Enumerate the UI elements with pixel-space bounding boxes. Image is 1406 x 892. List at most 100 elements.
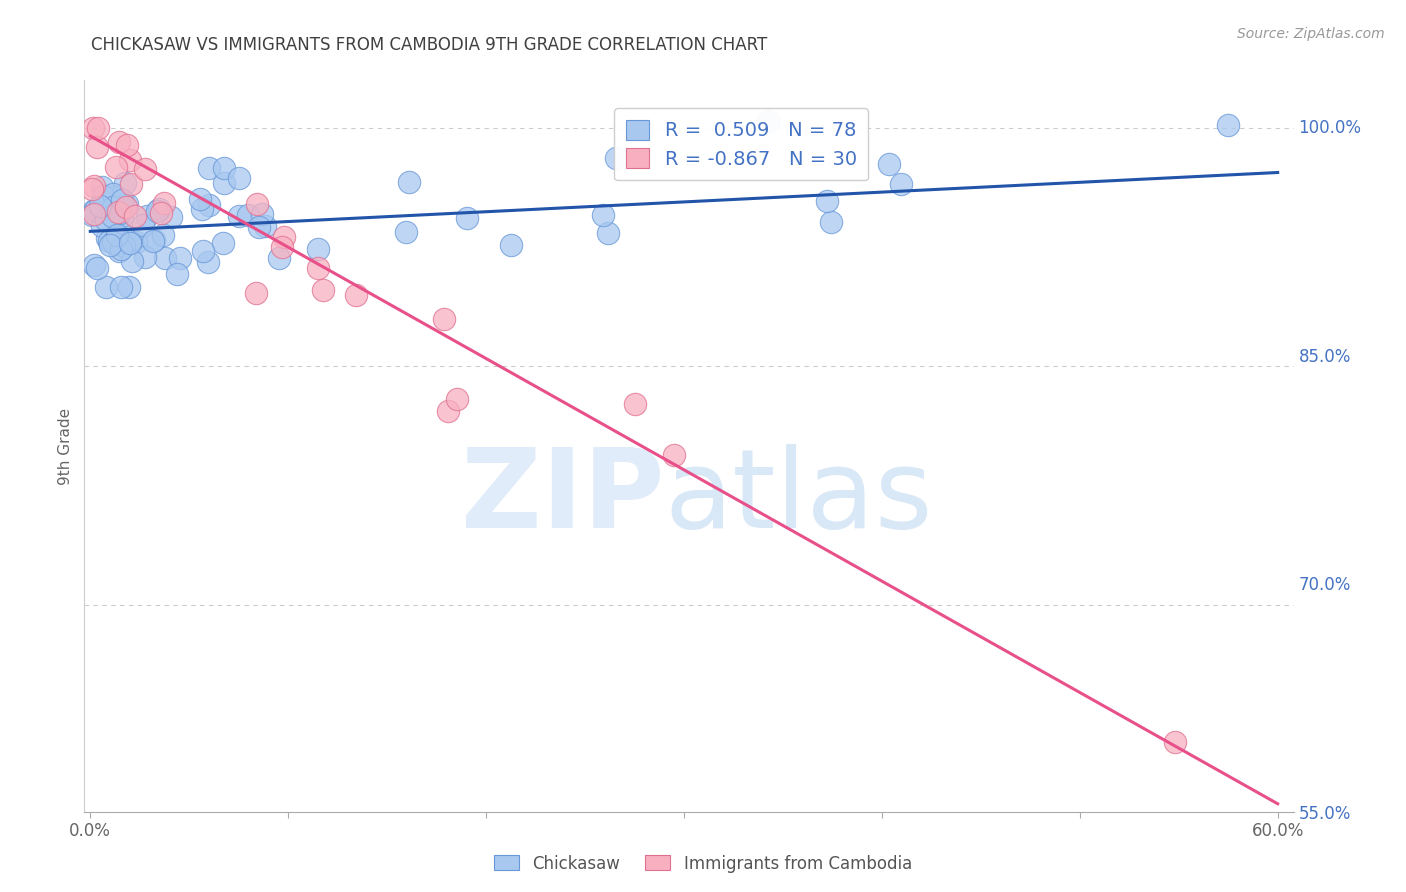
Point [108, 223, 131, 237]
Point [103, 190, 125, 204]
Point [312, 284, 335, 298]
Point [110, 280, 132, 294]
Point [169, 251, 191, 265]
Point [191, 202, 214, 217]
Point [103, 235, 125, 249]
Point [124, 209, 146, 223]
Point [114, 200, 136, 214]
Point [228, 209, 250, 223]
Point [198, 198, 221, 212]
Point [87, 120, 110, 135]
Point [101, 210, 124, 224]
Point [132, 218, 155, 232]
Point [114, 176, 136, 190]
Point [433, 312, 456, 326]
Point [153, 251, 176, 265]
Point [160, 211, 183, 225]
Point [228, 170, 250, 185]
Point [94, 280, 117, 294]
Point [80, 182, 103, 196]
Point [83, 207, 105, 221]
Point [253, 219, 276, 233]
Point [121, 254, 143, 268]
Point [146, 204, 169, 219]
Point [756, 113, 779, 128]
Point [815, 194, 838, 209]
Point [96, 212, 118, 227]
Point [108, 206, 131, 220]
Point [890, 177, 912, 191]
Point [605, 151, 627, 165]
Point [437, 404, 460, 418]
Point [100, 237, 122, 252]
Point [190, 192, 212, 206]
Point [212, 161, 235, 175]
Point [238, 208, 260, 222]
Point [820, 215, 842, 229]
Point [105, 160, 128, 174]
Point [105, 227, 128, 242]
Point [307, 242, 329, 256]
Point [91, 188, 114, 202]
Point [118, 153, 141, 168]
Point [96, 231, 118, 245]
Point [212, 177, 235, 191]
Text: CHICKASAW VS IMMIGRANTS FROM CAMBODIA 9TH GRADE CORRELATION CHART: CHICKASAW VS IMMIGRANTS FROM CAMBODIA 9T… [91, 36, 768, 54]
Point [148, 202, 170, 216]
Point [1218, 118, 1240, 132]
Point [115, 138, 138, 153]
Point [211, 236, 233, 251]
Point [83, 179, 105, 194]
Point [107, 204, 129, 219]
Point [120, 178, 142, 192]
Point [108, 135, 131, 149]
Point [91, 179, 114, 194]
Point [456, 211, 478, 226]
Point [125, 235, 148, 249]
Point [97, 234, 120, 248]
Point [307, 261, 329, 276]
Point [89, 199, 111, 213]
Point [118, 234, 141, 248]
Text: ZIP: ZIP [461, 443, 665, 550]
Point [115, 196, 138, 211]
Point [120, 235, 142, 250]
Point [86, 140, 108, 154]
Point [142, 234, 165, 248]
Point [83, 203, 105, 218]
Point [112, 239, 135, 253]
Point [623, 397, 645, 411]
Point [110, 242, 132, 256]
Point [135, 209, 157, 223]
Point [245, 285, 267, 300]
Point [499, 238, 522, 252]
Point [198, 161, 221, 175]
Point [166, 267, 188, 281]
Point [108, 244, 131, 259]
Point [86, 260, 108, 275]
Point [269, 251, 291, 265]
Point [111, 194, 134, 208]
Point [246, 197, 269, 211]
Point [134, 161, 156, 176]
Point [271, 239, 294, 253]
Legend: R =  0.509   N = 78, R = -0.867   N = 30: R = 0.509 N = 78, R = -0.867 N = 30 [614, 108, 869, 180]
Point [398, 175, 420, 189]
Point [117, 280, 139, 294]
Point [273, 230, 295, 244]
Point [114, 200, 136, 214]
Point [111, 209, 134, 223]
Y-axis label: 9th Grade: 9th Grade [58, 408, 73, 484]
Point [153, 195, 176, 210]
Point [592, 208, 614, 222]
Point [877, 157, 900, 171]
Point [1164, 735, 1187, 749]
Point [250, 207, 273, 221]
Point [82, 120, 104, 135]
Point [346, 287, 368, 301]
Point [90, 219, 112, 233]
Legend: Chickasaw, Immigrants from Cambodia: Chickasaw, Immigrants from Cambodia [488, 848, 918, 880]
Text: Source: ZipAtlas.com: Source: ZipAtlas.com [1237, 27, 1385, 41]
Point [446, 392, 468, 407]
Point [191, 244, 214, 259]
